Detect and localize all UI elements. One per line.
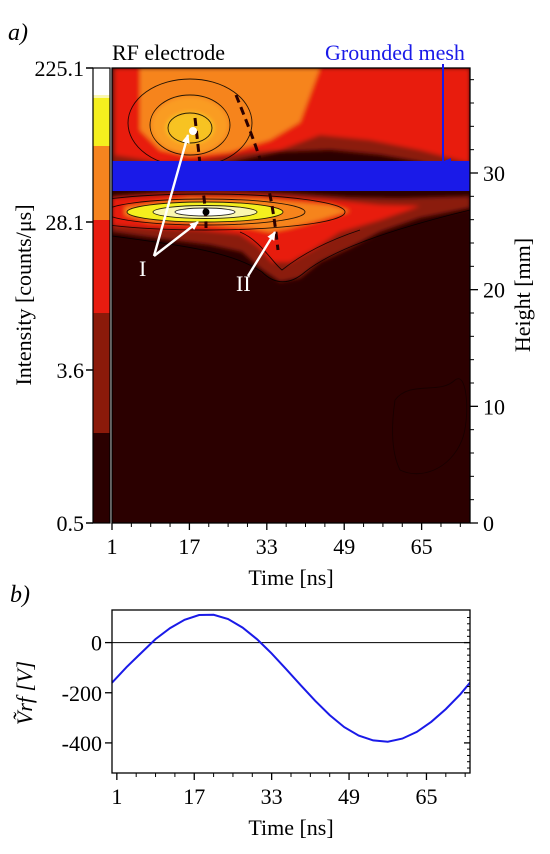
colorbar-band-white bbox=[93, 68, 110, 95]
colorbar-frame bbox=[92, 67, 111, 524]
contour-line bbox=[149, 94, 231, 156]
voltage-x-tick-label: 49 bbox=[338, 784, 360, 809]
contour-line bbox=[167, 112, 213, 144]
peak-I-lower-dot bbox=[202, 208, 210, 216]
voltage-plot-frame bbox=[111, 609, 471, 774]
colorbar-tick-label: 225.1 bbox=[35, 56, 85, 81]
heatmap-x-tick-label: 33 bbox=[256, 534, 278, 559]
panel-a-label: a) bbox=[8, 20, 28, 46]
peak-I-label: I bbox=[139, 256, 146, 281]
heatmap-frame bbox=[111, 67, 471, 524]
peak-II-arrow bbox=[246, 231, 277, 277]
colorbar: 225.1 28.1 3.6 0.5 Intensity [counts/μs] bbox=[11, 56, 111, 536]
rf-electrode-label: RF electrode bbox=[112, 40, 225, 65]
colorbar-tick-label: 3.6 bbox=[57, 358, 85, 383]
contour-line bbox=[112, 209, 470, 283]
peak-I-arrow-lower bbox=[153, 221, 199, 257]
heatmap-y-axis-label: Height [mm] bbox=[510, 238, 535, 352]
grounded-mesh-band bbox=[112, 161, 470, 191]
contour-line bbox=[112, 193, 346, 231]
heatmap-y-tick-label: 10 bbox=[483, 394, 505, 419]
contour-upper-core bbox=[166, 112, 214, 144]
voltage-x-axis-label: Time [ns] bbox=[248, 815, 333, 840]
heatmap-x-axis-label: Time [ns] bbox=[248, 565, 333, 590]
heatmap-x-tick-label: 65 bbox=[411, 534, 433, 559]
colorbar-label: Intensity [counts/μs] bbox=[11, 204, 36, 385]
voltage-x-tick-label: 1 bbox=[111, 784, 122, 809]
voltage-y-tick-label: -400 bbox=[62, 731, 102, 756]
voltage-y-tick-label: -200 bbox=[62, 681, 102, 706]
contour-line bbox=[239, 229, 361, 271]
heatmap-axes: 1 17 33 49 65 0 10 20 30 bbox=[107, 79, 505, 559]
peak-I-arrow-upper bbox=[152, 134, 190, 257]
voltage-curve bbox=[112, 613, 470, 743]
contour-line bbox=[152, 205, 258, 219]
heatmap-y-tick-label: 20 bbox=[483, 278, 505, 303]
heatmap-x-tick-label: 49 bbox=[333, 534, 355, 559]
peak-II-label: II bbox=[236, 271, 251, 296]
voltage-y-tick-label: 0 bbox=[91, 631, 102, 656]
trajectory-line-II bbox=[234, 94, 280, 251]
colorbar-tick-label: 28.1 bbox=[46, 210, 85, 235]
heatmap-y-tick-label: 0 bbox=[483, 511, 494, 536]
colorbar-tick-label: 0.5 bbox=[57, 511, 85, 536]
panel-b-label: b) bbox=[10, 582, 30, 608]
heatmap bbox=[112, 68, 470, 523]
heatmap-x-tick-label: 1 bbox=[107, 534, 118, 559]
voltage-x-tick-label: 33 bbox=[261, 784, 283, 809]
voltage-y-axis-label: Ṽrf [V] bbox=[12, 661, 37, 725]
contour-line bbox=[392, 378, 468, 475]
grounded-mesh-label: Grounded mesh bbox=[325, 40, 465, 65]
heatmap-y-tick-label: 30 bbox=[483, 161, 505, 186]
voltage-x-tick-label: 17 bbox=[183, 784, 205, 809]
voltage-x-tick-label: 65 bbox=[415, 784, 437, 809]
voltage-axes: 1 17 33 49 65 0 -200 -400 bbox=[62, 617, 470, 809]
peak-I-upper-dot bbox=[189, 127, 197, 135]
heatmap-x-tick-label: 17 bbox=[178, 534, 200, 559]
